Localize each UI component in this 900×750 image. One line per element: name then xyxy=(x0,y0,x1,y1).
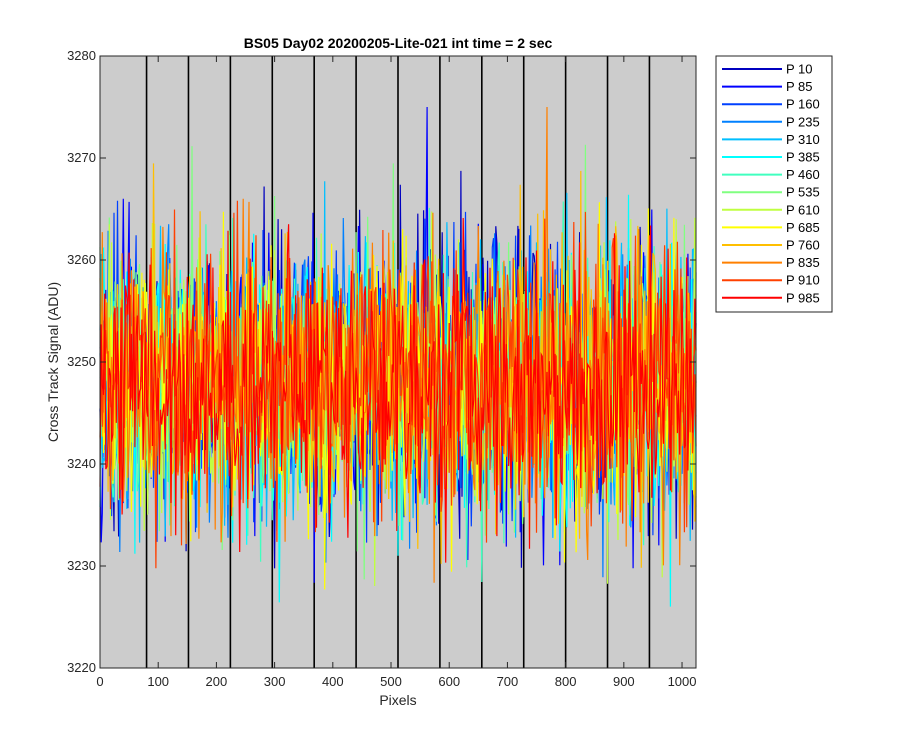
legend-item: P 10 xyxy=(722,62,813,77)
y-tick-label: 3270 xyxy=(67,150,96,165)
legend-item: P 835 xyxy=(722,255,820,270)
legend-label: P 160 xyxy=(786,97,820,112)
legend-item: P 535 xyxy=(722,185,820,200)
legend-item: P 85 xyxy=(722,79,813,94)
x-tick-label: 100 xyxy=(147,674,169,689)
legend-item: P 610 xyxy=(722,202,820,217)
legend-item: P 685 xyxy=(722,220,820,235)
legend-item: P 460 xyxy=(722,167,820,182)
legend-label: P 535 xyxy=(786,185,820,200)
legend-item: P 910 xyxy=(722,273,820,288)
series-layer xyxy=(99,106,697,607)
legend: P 10 P 85 P 160 P 235 P 310 P 385 P 460 P 535 P … xyxy=(715,55,833,313)
y-tick-label: 3280 xyxy=(67,48,96,63)
legend-item: P 985 xyxy=(722,290,820,305)
legend-item: P 310 xyxy=(722,132,820,147)
legend-item: P 235 xyxy=(722,114,820,129)
x-tick-label: 900 xyxy=(613,674,635,689)
x-tick-label: 200 xyxy=(206,674,228,689)
series-line-p-985 xyxy=(99,217,697,563)
axis-ticks xyxy=(99,55,696,669)
y-tick-label: 3240 xyxy=(67,456,96,471)
legend-label: P 910 xyxy=(786,273,820,288)
y-tick-label: 3220 xyxy=(67,660,96,675)
legend-item: P 760 xyxy=(722,238,820,253)
legend-item: P 385 xyxy=(722,150,820,165)
y-tick-label: 3260 xyxy=(67,252,96,267)
legend-label: P 460 xyxy=(786,167,820,182)
y-tick-labels: 3220 3230 3240 3250 3260 3270 3280 xyxy=(67,48,96,675)
x-tick-label: 500 xyxy=(380,674,402,689)
legend-label: P 385 xyxy=(786,150,820,165)
y-axis-label: Cross Track Signal (ADU) xyxy=(45,282,61,442)
x-tick-labels: 0 100 200 300 400 500 600 700 800 900 1000 xyxy=(96,674,696,689)
x-tick-label: 800 xyxy=(555,674,577,689)
legend-label: P 685 xyxy=(786,220,820,235)
x-tick-label: 400 xyxy=(322,674,344,689)
legend-box xyxy=(715,55,833,313)
x-tick-label: 700 xyxy=(497,674,519,689)
legend-item: P 160 xyxy=(722,97,820,112)
chart-title: BS05 Day02 20200205-Lite-021 int time = … xyxy=(244,35,553,51)
legend-label: P 985 xyxy=(786,290,820,305)
x-tick-label: 600 xyxy=(438,674,460,689)
y-tick-label: 3250 xyxy=(67,354,96,369)
legend-label: P 610 xyxy=(786,202,820,217)
legend-label: P 10 xyxy=(786,62,813,77)
legend-label: P 85 xyxy=(786,79,813,94)
y-tick-label: 3230 xyxy=(67,558,96,573)
legend-label: P 760 xyxy=(786,238,820,253)
x-tick-label: 300 xyxy=(264,674,286,689)
legend-label: P 310 xyxy=(786,132,820,147)
x-tick-label: 1000 xyxy=(668,674,697,689)
legend-label: P 235 xyxy=(786,114,820,129)
x-axis-label: Pixels xyxy=(379,692,416,708)
legend-label: P 835 xyxy=(786,255,820,270)
x-tick-label: 0 xyxy=(96,674,103,689)
